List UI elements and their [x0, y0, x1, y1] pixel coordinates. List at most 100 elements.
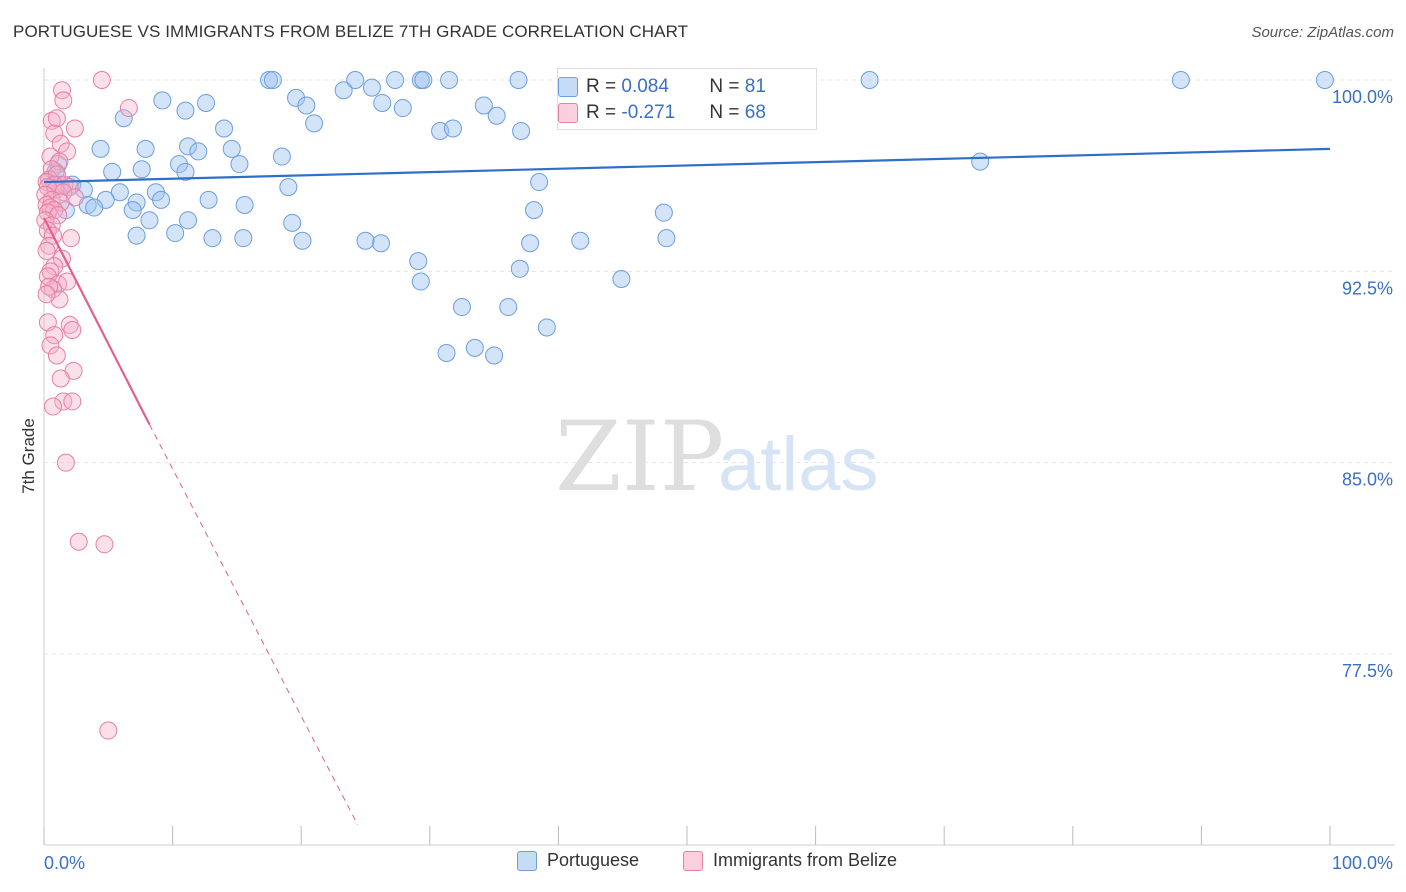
point-portuguese-68	[203, 229, 222, 248]
point-portuguese-38	[971, 152, 990, 171]
point-portuguese-2	[346, 71, 365, 89]
point-belize-5	[47, 109, 66, 128]
point-belize-2	[54, 91, 73, 110]
point-portuguese-66	[166, 224, 185, 243]
pink-r-label: R =	[586, 102, 622, 123]
point-belize-53	[47, 346, 66, 365]
point-portuguese-17	[287, 88, 306, 107]
point-portuguese-15	[153, 91, 172, 110]
point-portuguese-72	[356, 231, 375, 250]
pink-swatch	[558, 103, 578, 123]
point-portuguese-85	[485, 346, 504, 365]
watermark-zip: ZIP	[555, 401, 724, 513]
point-belize-37	[37, 241, 56, 260]
blue-n-label: N =	[709, 76, 745, 97]
y-tick-label-3: 77.5%	[1342, 661, 1393, 681]
bottom-legend: Portuguese Immigrants from Belize	[0, 850, 1406, 878]
blue-swatch	[558, 77, 578, 97]
point-portuguese-61	[179, 211, 198, 230]
point-belize-58	[44, 397, 63, 416]
point-portuguese-69	[234, 229, 253, 248]
point-portuguese-44	[176, 162, 195, 181]
legend-swatch-pink	[683, 850, 703, 871]
legend-label-portuguese: Portuguese	[547, 850, 640, 870]
point-portuguese-82	[537, 318, 556, 337]
point-portuguese-77	[510, 259, 529, 278]
point-belize-62	[99, 721, 118, 740]
point-portuguese-14	[334, 81, 353, 100]
point-belize-51	[63, 321, 82, 340]
point-portuguese-24	[114, 109, 133, 128]
chart-title: PORTUGUESE VS IMMIGRANTS FROM BELIZE 7TH…	[13, 22, 689, 41]
trend-line-2	[149, 424, 359, 826]
trend-line-1	[43, 217, 151, 425]
x-tick-label-0: 0.0%	[44, 853, 85, 873]
point-portuguese-67	[127, 226, 146, 245]
point-portuguese-70	[293, 231, 312, 250]
point-portuguese-84	[465, 338, 484, 357]
point-portuguese-31	[136, 139, 155, 158]
point-portuguese-81	[499, 298, 518, 317]
y-tick-label-1: 92.5%	[1342, 278, 1393, 298]
legend-label-belize: Immigrants from Belize	[713, 850, 898, 870]
pink-r-value: -0.271	[621, 102, 676, 123]
point-portuguese-56	[235, 196, 254, 215]
blue-r-label: R =	[586, 76, 622, 97]
stats-row-belize: R = -0.271 N = 68	[558, 100, 766, 126]
point-belize-35	[62, 229, 81, 248]
point-portuguese-6	[440, 71, 459, 89]
point-portuguese-58	[123, 201, 142, 220]
point-portuguese-74	[571, 231, 590, 250]
watermark-atlas: atlas	[718, 422, 879, 507]
point-portuguese-39	[103, 162, 122, 181]
point-portuguese-11	[1171, 71, 1190, 89]
blue-n-value: 81	[744, 76, 766, 97]
point-belize-7	[45, 124, 64, 143]
point-belize-55	[51, 369, 70, 388]
point-belize-60	[69, 532, 88, 551]
legend-item-belize: Immigrants from Belize	[683, 850, 897, 871]
x-tick-labels: 0.0% 100.0%	[44, 853, 1393, 873]
point-portuguese-26	[215, 119, 234, 138]
point-portuguese-83	[437, 343, 456, 362]
point-portuguese-63	[530, 173, 549, 192]
point-portuguese-73	[521, 234, 540, 253]
data-points	[36, 71, 1334, 740]
legend-swatch-blue	[517, 850, 537, 871]
point-portuguese-0	[260, 71, 279, 89]
point-portuguese-27	[512, 122, 531, 141]
x-tick-label-1: 100.0%	[1332, 853, 1393, 873]
blue-r-value: 0.084	[621, 76, 669, 97]
point-portuguese-55	[199, 190, 218, 209]
point-portuguese-19	[297, 96, 316, 115]
point-portuguese-29	[443, 119, 462, 138]
point-portuguese-78	[612, 269, 631, 288]
point-portuguese-3	[386, 71, 405, 89]
point-portuguese-40	[132, 160, 151, 179]
trend-lines	[43, 147, 1331, 826]
point-portuguese-79	[411, 272, 430, 291]
pink-n-value: 68	[744, 102, 766, 123]
point-portuguese-76	[409, 252, 428, 271]
point-portuguese-64	[524, 201, 543, 220]
point-portuguese-75	[657, 229, 676, 248]
point-portuguese-51	[152, 190, 171, 209]
point-portuguese-1	[263, 71, 282, 89]
stats-row-portuguese: R = 0.084 N = 81	[558, 74, 766, 100]
point-belize-6	[65, 119, 84, 138]
pink-n-label: N =	[709, 102, 745, 123]
y-tick-label-2: 85.0%	[1342, 470, 1393, 490]
source-label: Source: ZipAtlas.com	[1251, 24, 1394, 41]
trend-line-0	[43, 147, 1331, 184]
point-portuguese-18	[373, 93, 392, 112]
point-portuguese-32	[179, 137, 198, 156]
point-portuguese-16	[197, 93, 216, 112]
point-portuguese-30	[91, 139, 110, 158]
point-belize-57	[63, 392, 82, 411]
point-portuguese-12	[1315, 71, 1334, 89]
point-belize-3	[119, 99, 138, 118]
point-portuguese-37	[230, 155, 249, 174]
point-portuguese-13	[362, 78, 381, 97]
point-belize-23	[65, 188, 84, 207]
